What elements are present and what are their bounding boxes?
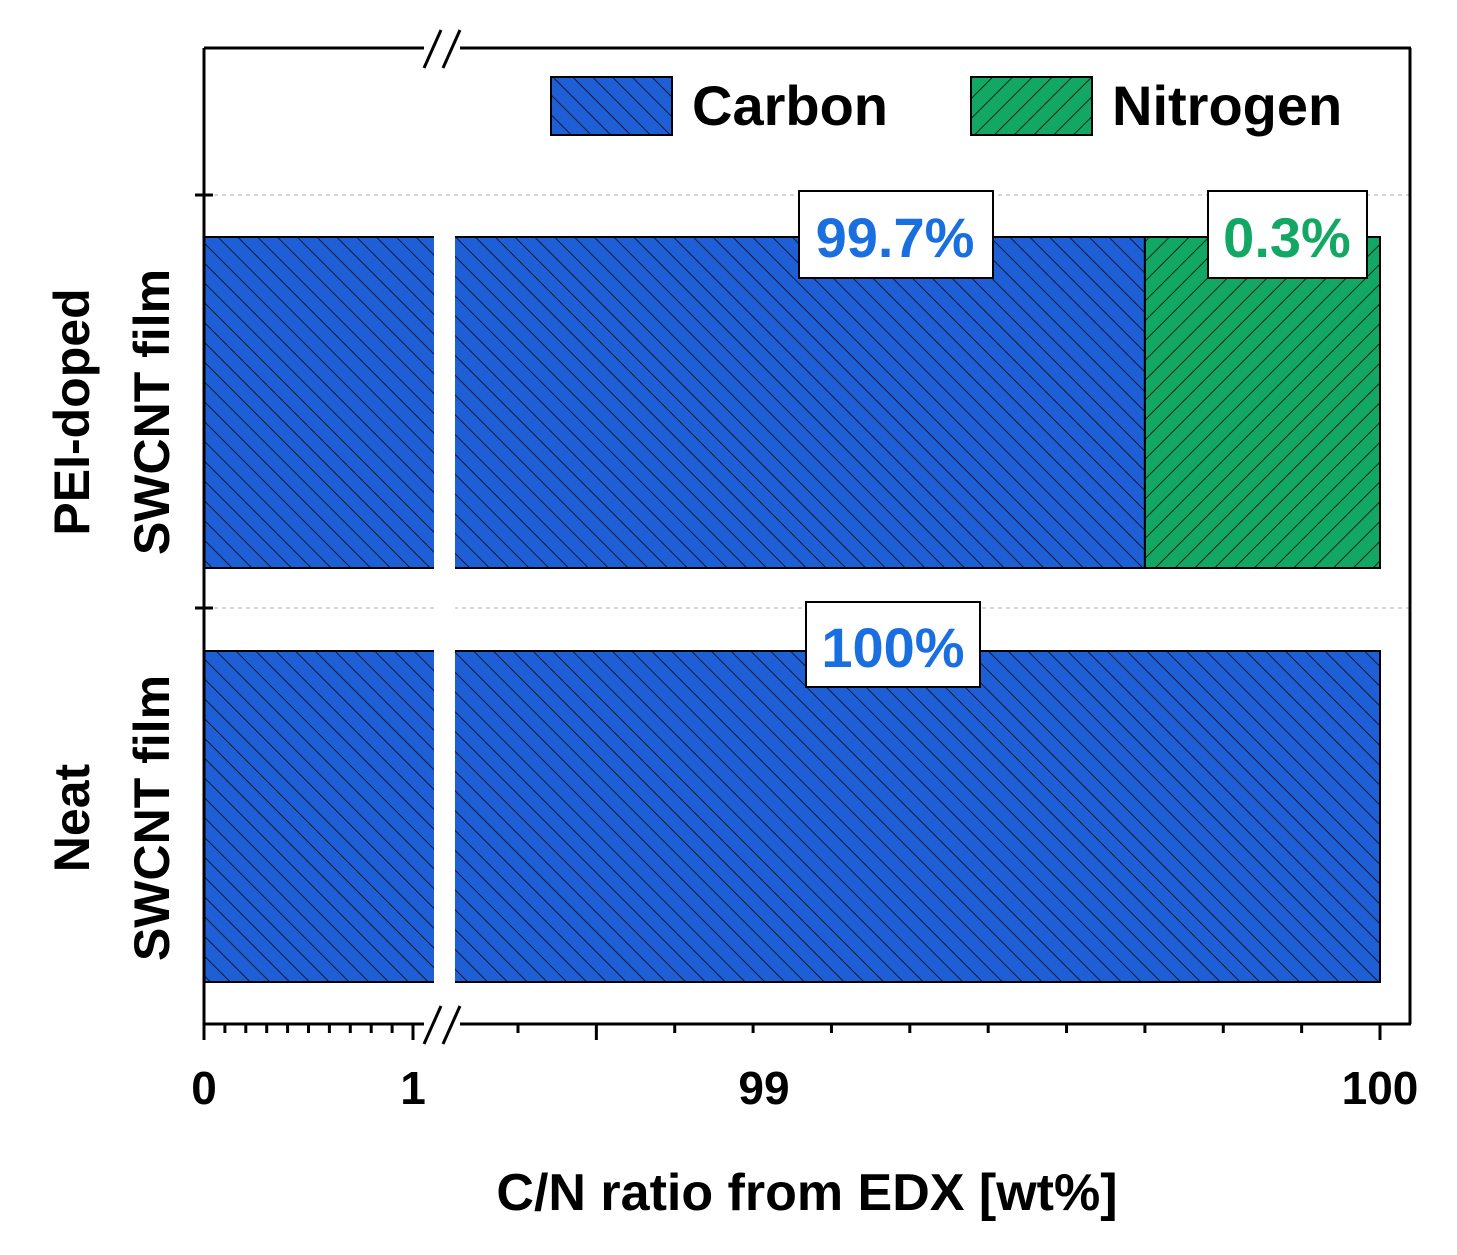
x-tick-label-0: 0 (191, 1062, 217, 1114)
bar-pei-carbon (203, 236, 1146, 569)
x-tick-label-1: 1 (400, 1062, 426, 1114)
data-label-pei-nitrogen: 0.3% (1223, 206, 1351, 269)
data-label-pei-carbon: 99.7% (816, 206, 975, 269)
category-label-pei-line1: PEI-doped (44, 288, 100, 535)
x-tick-label-100: 100 (1342, 1062, 1419, 1114)
legend-label-carbon: Carbon (692, 74, 888, 137)
legend: Carbon Nitrogen (550, 74, 1342, 137)
category-label-neat-line2: SWCNT film (124, 675, 180, 961)
bar-neat-carbon (203, 650, 1381, 983)
x-ticks (202, 1024, 1382, 1040)
x-axis-title: C/N ratio from EDX [wt%] (496, 1164, 1117, 1222)
plot-frame (202, 46, 1412, 1026)
legend-swatch-carbon (550, 76, 673, 136)
data-label-neat-carbon-box: 100% (805, 601, 981, 688)
legend-label-nitrogen: Nitrogen (1112, 74, 1342, 137)
data-label-neat-carbon: 100% (821, 616, 964, 679)
category-label-neat-line1: Neat (44, 763, 100, 872)
axis-break-marks (422, 29, 462, 1045)
data-label-pei-carbon-box: 99.7% (798, 190, 994, 279)
category-label-neat: Neat SWCNT film (44, 675, 180, 961)
legend-swatch-nitrogen (970, 76, 1093, 136)
category-label-pei-line2: SWCNT film (124, 269, 180, 555)
category-label-pei-doped: PEI-doped SWCNT film (44, 269, 180, 555)
x-tick-label-99: 99 (738, 1062, 789, 1114)
axis-break-gap (434, 200, 455, 1030)
bars-layer (203, 236, 1381, 983)
bar-pei-nitrogen (1143, 236, 1381, 569)
data-label-pei-nitrogen-box: 0.3% (1207, 190, 1368, 279)
